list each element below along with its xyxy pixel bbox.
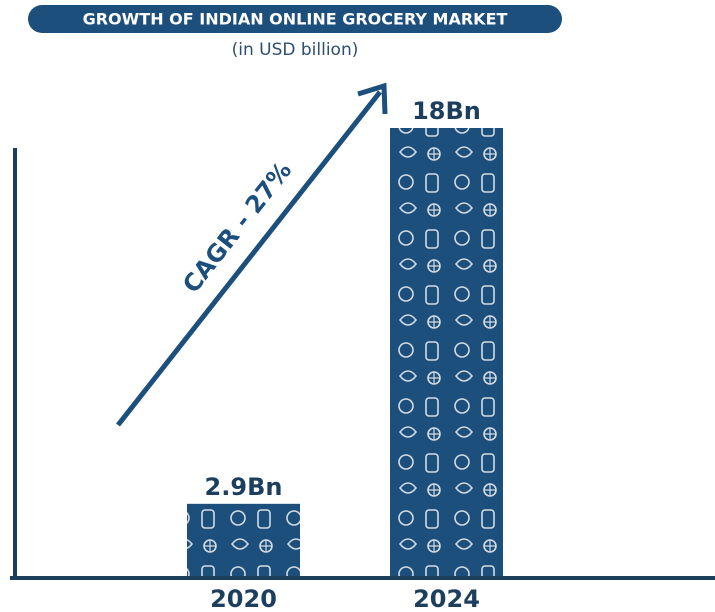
x-tick-label: 2024 (413, 585, 480, 612)
trend-arrow (116, 90, 382, 427)
bar-pattern (390, 128, 503, 576)
title-badge (28, 5, 562, 33)
chart-subtitle: (in USD billion) (232, 40, 359, 60)
chart-title: GROWTH OF INDIAN ONLINE GROCERY MARKET (83, 10, 508, 29)
value-label: 2.9Bn (205, 473, 283, 501)
value-label: 18Bn (412, 97, 481, 125)
bar-pattern (187, 503, 300, 576)
arrow-head (357, 82, 388, 115)
x-tick-label: 2020 (210, 585, 277, 612)
